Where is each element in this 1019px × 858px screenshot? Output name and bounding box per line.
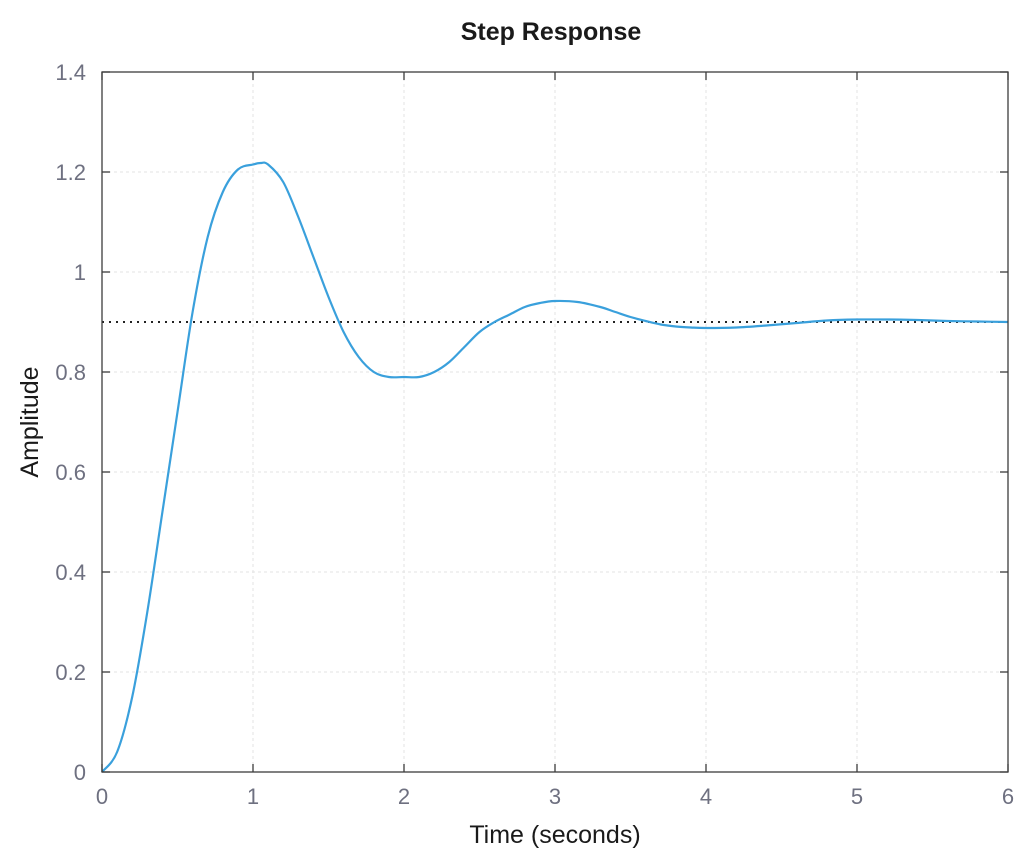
y-tick-label: 1.2 [55,160,86,185]
step-response-line [101,161,1009,773]
x-tick-label: 5 [851,784,863,809]
chart-title: Step Response [461,18,642,46]
x-tick-label: 6 [1002,784,1014,809]
x-tick-label: 1 [247,784,259,809]
y-tick-label: 0.4 [55,560,86,585]
y-tick-label: 1 [74,260,86,285]
y-axis-ticks: 0 0.2 0.4 0.6 0.8 1 1.2 1.4 [55,60,1008,785]
series-group [101,161,1009,773]
y-tick-label: 0 [74,760,86,785]
y-tick-label: 0.2 [55,660,86,685]
x-tick-label: 3 [549,784,561,809]
y-tick-label: 1.4 [55,60,86,85]
x-tick-label: 0 [96,784,108,809]
y-axis-label: Amplitude [16,366,44,477]
x-axis-label: Time (seconds) [469,821,640,849]
x-tick-label: 4 [700,784,712,809]
grid [102,72,1008,772]
y-tick-label: 0.8 [55,360,86,385]
x-tick-label: 2 [398,784,410,809]
x-axis-ticks: 0 1 2 3 4 5 6 [96,72,1014,809]
y-tick-label: 0.6 [55,460,86,485]
